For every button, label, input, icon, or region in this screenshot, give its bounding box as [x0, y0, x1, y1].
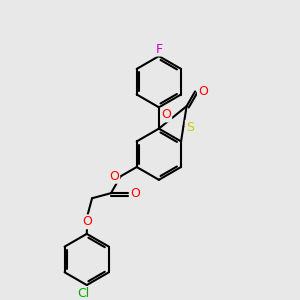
Text: O: O — [82, 215, 92, 228]
Text: O: O — [110, 170, 119, 183]
Text: O: O — [161, 108, 171, 122]
Text: O: O — [130, 187, 140, 200]
Text: Cl: Cl — [77, 287, 89, 300]
Text: F: F — [155, 43, 162, 56]
Text: S: S — [186, 121, 194, 134]
Text: O: O — [198, 85, 208, 98]
